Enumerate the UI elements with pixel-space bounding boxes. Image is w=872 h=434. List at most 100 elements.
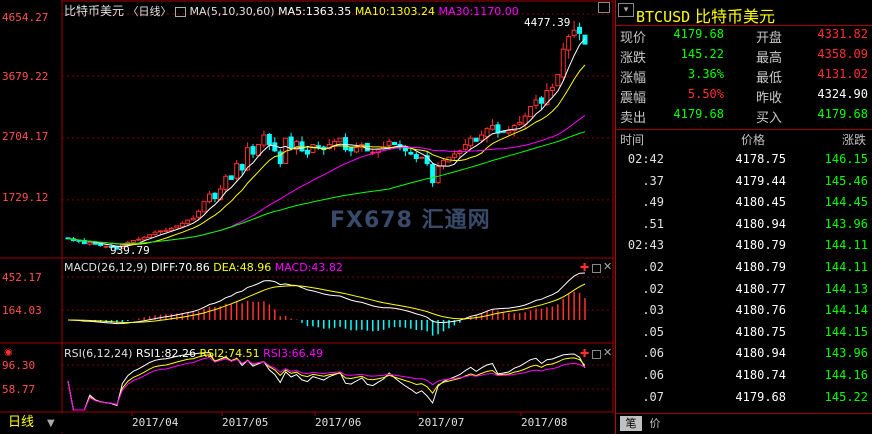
candle-body: [386, 140, 392, 146]
panel-restore-button[interactable]: [598, 2, 610, 13]
tick-change: 144.15: [824, 324, 868, 339]
quote-value-2: 4331.82: [817, 27, 868, 41]
x-tick-1: 2017/05: [222, 416, 269, 429]
rsi-header: RSI(6,12,24) RSI1:82.26 RSI2:74.51 RSI3:…: [64, 347, 323, 360]
tick-row[interactable]: .07 4179.68 145.22: [616, 390, 872, 410]
tick-row[interactable]: .06 4180.74 144.16: [616, 368, 872, 388]
macd-close-icon[interactable]: ✕: [603, 260, 613, 273]
tick-row[interactable]: 02:42 4178.75 146.15: [616, 152, 872, 172]
chart-area[interactable]: FX678 汇通网 比特币美元 〈日线〉 MA(5,10,30,60) MA5:…: [0, 0, 614, 434]
tab-trades[interactable]: 笔: [620, 416, 642, 431]
period-dropdown-icon[interactable]: ▼: [47, 418, 55, 429]
quote-label-2: 最低: [756, 71, 783, 86]
macd-macd: MACD:43.82: [274, 261, 343, 274]
candle-body: [147, 234, 153, 239]
candle-body: [130, 239, 136, 243]
candle-body: [168, 227, 174, 231]
ma-line-5: [67, 38, 586, 247]
tick-row[interactable]: .03 4180.76 144.14: [616, 303, 872, 323]
y-tick-macd-0: 452.17: [2, 271, 42, 284]
candle-body: [506, 130, 512, 134]
tick-price: 4180.76: [735, 303, 786, 318]
quote-panel: ▾ BTCUSD 比特币美元 现价 4179.68 开盘 4331.82 涨跌 145.2…: [615, 0, 872, 434]
candle-body: [250, 146, 256, 155]
candle-body: [103, 245, 109, 248]
tick-price: 4180.94: [735, 216, 786, 231]
quote-row: 涨跌 145.22 最高 4358.09: [616, 47, 872, 67]
candle-body: [435, 166, 441, 184]
tick-row[interactable]: .51 4180.94 143.96: [616, 217, 872, 237]
ma30-value: MA30:1170.00: [438, 5, 519, 18]
rsi-settings-icon[interactable]: ◉: [4, 347, 13, 358]
candle-body: [266, 133, 272, 146]
quote-value-2: 4358.09: [817, 47, 868, 61]
rsi-maximize-button[interactable]: [592, 350, 601, 359]
tick-time: .06: [642, 368, 664, 382]
candle-body: [190, 217, 196, 221]
quote-label-2: 开盘: [756, 31, 783, 46]
tab-price[interactable]: 价: [649, 417, 661, 430]
tick-row[interactable]: 02:43 4180.79 144.11: [616, 238, 872, 258]
quote-label: 震幅: [620, 91, 647, 106]
macd-diff: DIFF:70.86: [151, 261, 210, 274]
tick-change: 145.46: [824, 173, 868, 188]
candle-body: [109, 245, 115, 248]
candle-body: [228, 175, 234, 180]
rsi-1: RSI1:82.26: [135, 347, 197, 360]
candle-body: [528, 105, 534, 118]
x-tick-0: 2017/04: [132, 416, 179, 429]
chart-svg[interactable]: [0, 0, 614, 434]
candle-body: [413, 154, 419, 159]
candle-body: [566, 36, 572, 51]
candle-body: [179, 222, 185, 228]
candle-body: [217, 188, 223, 201]
high-annotation: 4477.39: [524, 16, 571, 29]
candle-body: [555, 74, 561, 87]
rsi-add-icon[interactable]: ✚: [580, 347, 590, 360]
candle-body: [304, 149, 310, 155]
ma-line-60: [67, 131, 586, 245]
tick-row[interactable]: .02 4180.77 144.13: [616, 282, 872, 302]
ma-line-10: [67, 64, 586, 246]
macd-maximize-button[interactable]: [592, 264, 601, 273]
quote-divider-mid: [616, 129, 872, 130]
candle-body: [544, 90, 550, 106]
ma10-value: MA10:1303.24: [354, 5, 436, 18]
low-annotation: 939.79: [110, 244, 150, 257]
candle-body: [234, 163, 240, 179]
rsi-plot: [67, 352, 586, 411]
tick-price: 4180.94: [735, 346, 786, 361]
tick-row[interactable]: .05 4180.75 144.15: [616, 325, 872, 345]
ma-line-30: [67, 114, 586, 245]
tick-row[interactable]: .49 4180.45 144.45: [616, 195, 872, 215]
tick-time: .03: [642, 303, 664, 318]
candle-body: [277, 151, 283, 165]
quote-row: 震幅 5.50% 昨收 4324.90: [616, 87, 872, 107]
rsi-close-icon[interactable]: ✕: [603, 346, 613, 359]
candle-body: [457, 150, 463, 155]
y-tick-rsi-0: 96.30: [2, 359, 36, 372]
candle-body: [245, 147, 251, 171]
tick-change: 143.96: [824, 346, 868, 361]
tick-change: 144.11: [824, 260, 868, 274]
period-button[interactable]: 日线: [0, 413, 69, 433]
tick-row[interactable]: .02 4180.79 144.11: [616, 260, 872, 280]
tick-price: 4179.44: [735, 173, 786, 188]
tick-row[interactable]: .06 4180.94 143.96: [616, 346, 872, 366]
quote-label-2: 最高: [756, 51, 783, 66]
tick-change: 146.15: [824, 152, 868, 166]
candle-body: [196, 210, 202, 218]
ma5-value: MA5:1363.35: [278, 5, 352, 18]
x-tick-4: 2017/08: [521, 416, 568, 429]
rsi-2: RSI2:74.51: [199, 347, 260, 360]
macd-add-icon[interactable]: ✚: [580, 261, 590, 274]
candle-body: [549, 86, 555, 92]
candle-body: [141, 236, 147, 241]
tick-price: 4180.45: [735, 195, 786, 210]
candle-body: [353, 147, 359, 153]
macd-header: MACD(26,12,9) DIFF:70.86 DEA:48.96 MACD:…: [64, 261, 343, 274]
panel-toggle-icon[interactable]: ▾: [618, 3, 634, 17]
tick-row[interactable]: .37 4179.44 145.46: [616, 174, 872, 194]
quote-value: 145.22: [680, 47, 724, 61]
tick-time: 02:43: [627, 238, 664, 253]
